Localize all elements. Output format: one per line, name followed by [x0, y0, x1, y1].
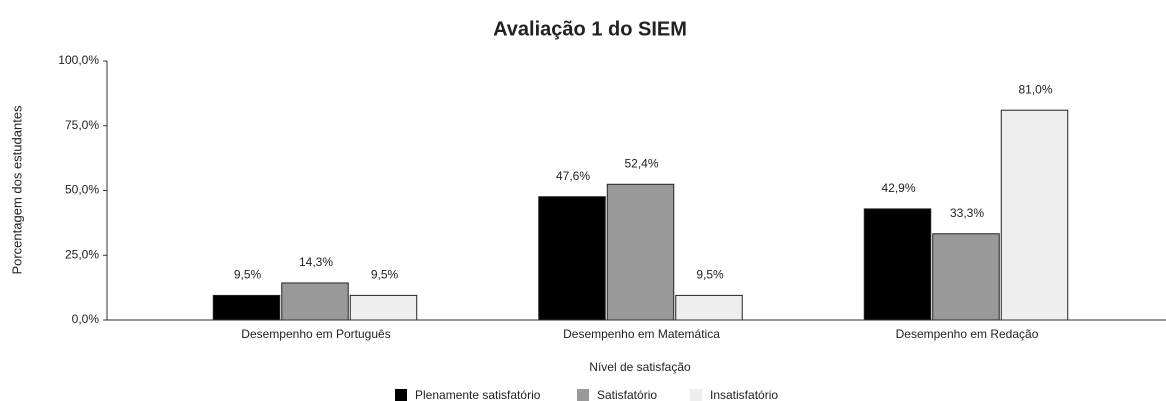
value-label: 14,3% [299, 255, 333, 269]
legend-label: Plenamente satisfatório [415, 388, 541, 401]
bar [349, 294, 418, 321]
value-label: 47,6% [556, 169, 590, 183]
y-tick-label: 50,0% [65, 183, 99, 197]
y-tick-label: 0,0% [72, 312, 100, 326]
legend-label: Satisfatório [597, 388, 657, 401]
value-label: 9,5% [371, 268, 399, 282]
bar [675, 294, 743, 321]
y-tick-label: 75,0% [65, 118, 99, 132]
bar [932, 233, 1000, 321]
x-axis-label: Nível de satisfação [589, 360, 691, 374]
y-tick-label: 25,0% [65, 247, 99, 261]
value-label: 9,5% [696, 268, 724, 282]
value-label: 81,0% [1018, 82, 1052, 96]
legend-swatch [577, 389, 589, 401]
legend-swatch [690, 389, 702, 401]
bar [863, 208, 932, 321]
bar [281, 282, 349, 321]
bar [606, 183, 675, 321]
chart-title: Avaliação 1 do SIEM [493, 18, 687, 40]
bar [212, 294, 281, 321]
x-tick-label: Desempenho em Redação [896, 327, 1039, 341]
value-label: 42,9% [881, 181, 915, 195]
legend-label: Insatisfatório [710, 388, 778, 401]
bar [1000, 109, 1069, 321]
x-tick-label: Desempenho em Português [241, 327, 390, 341]
bar [538, 196, 606, 321]
value-label: 52,4% [624, 156, 658, 170]
y-tick-label: 100,0% [58, 53, 99, 67]
y-axis-label: Porcentagem dos estudantes [9, 105, 24, 275]
x-tick-label: Desempenho em Matemática [563, 327, 720, 341]
value-label: 9,5% [234, 268, 262, 282]
value-label: 33,3% [950, 206, 984, 220]
legend-swatch [395, 389, 407, 401]
